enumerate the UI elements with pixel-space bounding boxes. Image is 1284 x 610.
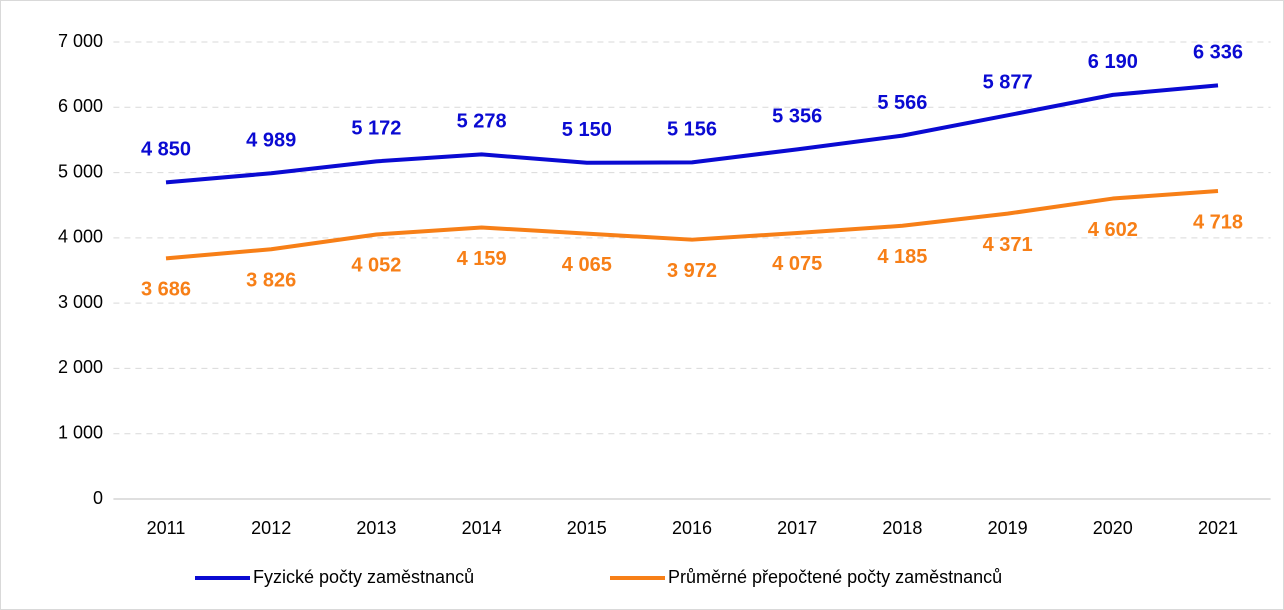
x-tick-label: 2019 [988, 518, 1028, 538]
y-tick-label: 1 000 [58, 422, 103, 442]
data-label: 4 371 [983, 234, 1033, 256]
data-label: 5 877 [983, 72, 1033, 94]
series-line [165, 188, 1219, 261]
y-tick-label: 5 000 [58, 161, 103, 181]
data-label: 5 566 [877, 92, 927, 114]
data-label: 4 718 [1193, 211, 1243, 233]
x-tick-label: 2011 [147, 518, 186, 538]
x-tick-label: 2012 [251, 518, 291, 538]
data-label: 5 172 [351, 118, 401, 140]
data-label: 4 052 [351, 255, 401, 277]
x-tick-label: 2014 [462, 518, 502, 538]
x-tick-label: 2016 [672, 518, 712, 538]
data-label: 6 190 [1088, 51, 1138, 73]
series-line [165, 83, 1219, 185]
y-tick-label: 0 [93, 488, 103, 508]
data-label: 5 150 [562, 119, 612, 141]
data-label: 4 602 [1088, 219, 1138, 241]
x-tick-label: 2017 [777, 518, 817, 538]
data-label: 4 075 [772, 253, 822, 275]
y-tick-label: 3 000 [58, 292, 103, 312]
legend-label: Fyzické počty zaměstnanců [253, 567, 474, 587]
data-label: 5 278 [457, 111, 507, 133]
data-label: 4 159 [457, 248, 507, 270]
x-tick-label: 2013 [356, 518, 396, 538]
data-label: 3 972 [667, 260, 717, 282]
data-label: 5 356 [772, 106, 822, 128]
data-label: 6 336 [1193, 42, 1243, 64]
x-tick-label: 2015 [567, 518, 607, 538]
y-tick-label: 6 000 [58, 96, 103, 116]
y-tick-label: 7 000 [58, 31, 103, 51]
data-label: 4 185 [877, 246, 927, 268]
data-label: 5 156 [667, 119, 717, 141]
data-label: 4 989 [246, 130, 296, 152]
x-tick-label: 2020 [1093, 518, 1133, 538]
data-label: 3 826 [246, 269, 296, 291]
x-tick-label: 2021 [1198, 518, 1238, 538]
data-label: 3 686 [141, 279, 191, 301]
y-tick-label: 2 000 [58, 357, 103, 377]
data-label: 4 850 [141, 139, 191, 161]
legend-label: Průměrné přepočtené počty zaměstnanců [668, 567, 1002, 587]
y-tick-label: 4 000 [58, 227, 103, 247]
x-tick-label: 2018 [882, 518, 922, 538]
data-label: 4 065 [562, 254, 612, 276]
